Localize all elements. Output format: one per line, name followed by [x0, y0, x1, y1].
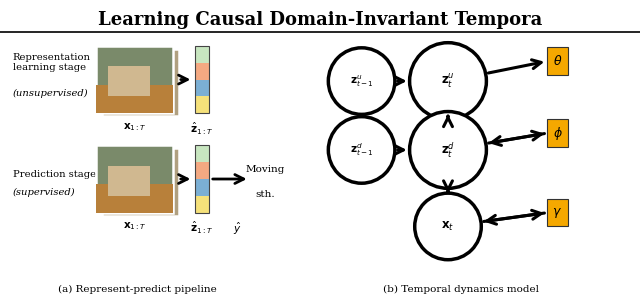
Text: $\mathbf{x}_{1:T}$: $\mathbf{x}_{1:T}$ — [123, 121, 146, 133]
Bar — [96, 145, 173, 213]
Text: $\mathbf{z}_{t}^{u}$: $\mathbf{z}_{t}^{u}$ — [441, 72, 455, 90]
Text: $\hat{y}$: $\hat{y}$ — [232, 220, 241, 237]
Ellipse shape — [410, 112, 486, 188]
Bar — [547, 47, 568, 75]
Bar — [195, 46, 209, 113]
Text: $\mathbf{z}_{t-1}^{u}$: $\mathbf{z}_{t-1}^{u}$ — [349, 73, 374, 89]
Text: (b) Temporal dynamics model: (b) Temporal dynamics model — [383, 285, 539, 294]
Text: $\mathbf{z}_{t-1}^{d}$: $\mathbf{z}_{t-1}^{d}$ — [349, 142, 374, 158]
Text: $\gamma$: $\gamma$ — [552, 206, 563, 220]
Ellipse shape — [415, 193, 481, 260]
Ellipse shape — [410, 43, 486, 119]
Text: $\phi$: $\phi$ — [552, 125, 563, 142]
Bar — [547, 119, 568, 147]
Text: $\hat{\mathbf{z}}_{1:T}$: $\hat{\mathbf{z}}_{1:T}$ — [190, 220, 213, 237]
Bar — [195, 179, 209, 196]
Bar — [195, 145, 209, 213]
Bar — [96, 85, 173, 113]
Text: (a) Represent-predict pipeline: (a) Represent-predict pipeline — [58, 285, 217, 294]
Bar — [195, 162, 209, 179]
Bar — [547, 199, 568, 226]
Bar — [195, 145, 209, 162]
Text: $\mathbf{x}_{1:T}$: $\mathbf{x}_{1:T}$ — [123, 220, 146, 232]
Text: $\mathbf{z}_{t}^{d}$: $\mathbf{z}_{t}^{d}$ — [441, 140, 455, 160]
Text: (unsupervised): (unsupervised) — [13, 89, 88, 98]
Text: $\theta$: $\theta$ — [553, 54, 562, 68]
Text: sth.: sth. — [256, 190, 275, 199]
Bar — [96, 46, 173, 113]
Text: Prediction stage: Prediction stage — [13, 170, 96, 179]
Bar — [108, 166, 150, 196]
Text: Learning Causal Domain-Invariant Tempora: Learning Causal Domain-Invariant Tempora — [98, 11, 542, 29]
Bar — [102, 49, 179, 116]
Bar — [195, 80, 209, 96]
Bar — [195, 196, 209, 213]
Bar — [195, 63, 209, 80]
Text: Moving: Moving — [246, 165, 285, 174]
Text: (supervised): (supervised) — [13, 188, 76, 197]
Bar — [195, 96, 209, 113]
Text: $\hat{\mathbf{z}}_{1:T}$: $\hat{\mathbf{z}}_{1:T}$ — [190, 121, 213, 137]
Ellipse shape — [328, 48, 395, 114]
Bar — [195, 46, 209, 63]
Text: $\mathbf{x}_{t}$: $\mathbf{x}_{t}$ — [442, 220, 454, 233]
Bar — [102, 148, 179, 216]
Bar — [96, 185, 173, 213]
Ellipse shape — [328, 117, 395, 183]
Bar — [108, 66, 150, 96]
Text: Representation
learning stage: Representation learning stage — [13, 53, 91, 73]
